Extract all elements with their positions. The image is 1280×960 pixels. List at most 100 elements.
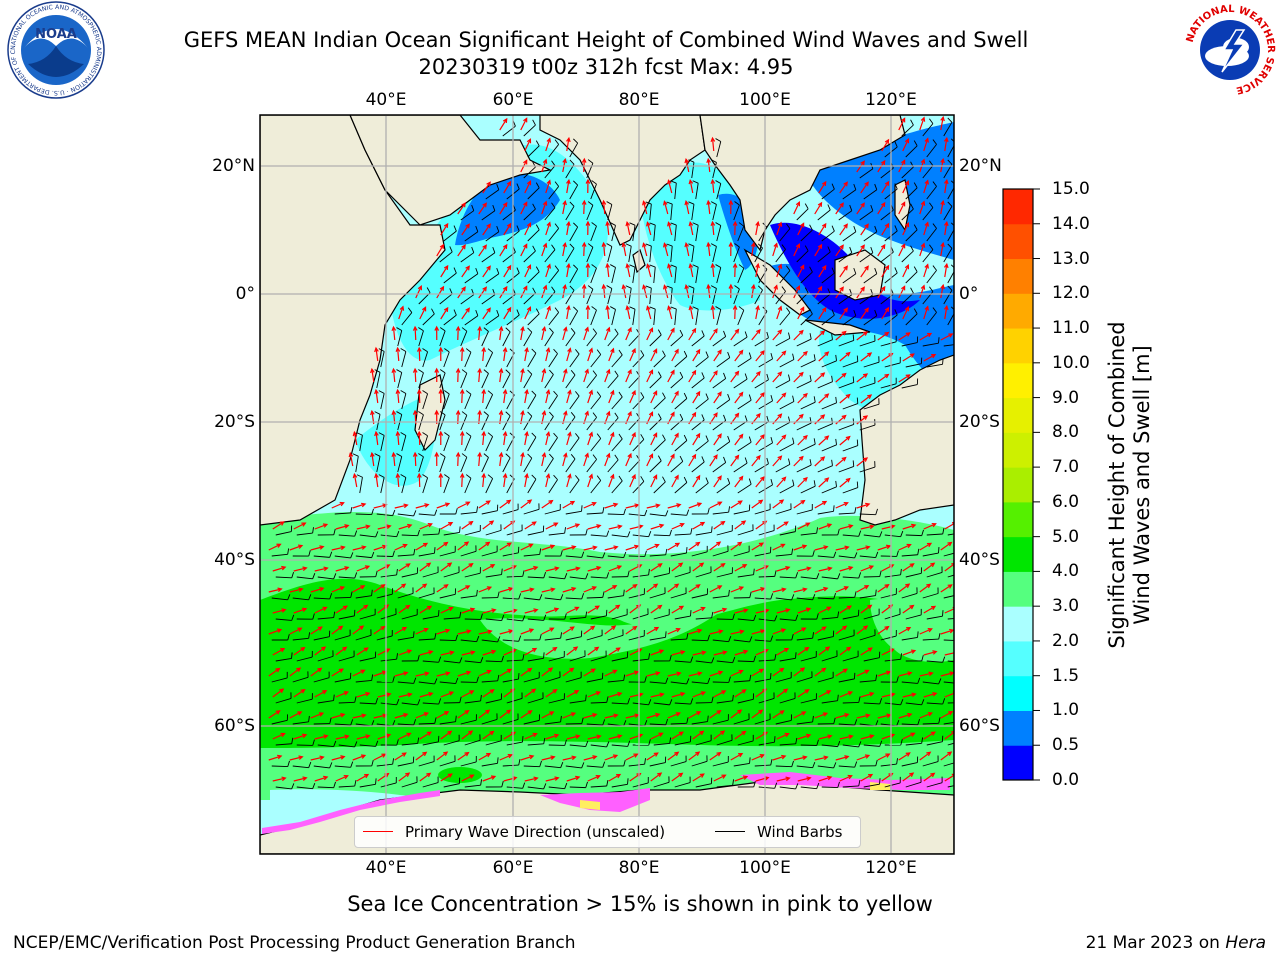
wave-arrow-head xyxy=(468,730,474,736)
wind-barb-flag xyxy=(921,737,924,744)
wave-arrow-head xyxy=(756,370,761,376)
wave-arrow xyxy=(520,588,534,593)
wave-arrow xyxy=(667,672,681,677)
wave-arrow xyxy=(352,669,365,677)
wave-arrow-head xyxy=(508,629,514,634)
wave-arrow-head xyxy=(817,243,823,249)
wave-arrow-head xyxy=(653,583,659,589)
wave-arrow-head xyxy=(370,409,375,416)
wave-arrow-head xyxy=(684,157,690,164)
wind-barb xyxy=(758,530,775,536)
wind-barb-flag xyxy=(831,309,835,316)
wind-barb-flag xyxy=(683,434,688,441)
wind-barb-flag xyxy=(738,264,745,269)
wave-arrow-head xyxy=(943,136,949,143)
wind-barb-flag xyxy=(444,348,450,353)
wave-arrow-head xyxy=(798,329,804,335)
wave-arrow-head xyxy=(423,627,429,633)
wave-arrow xyxy=(940,243,944,257)
wave-arrow xyxy=(545,608,559,614)
wave-arrow xyxy=(520,453,524,467)
wind-barb xyxy=(733,510,750,515)
wave-arrow xyxy=(482,348,485,362)
wave-arrow-head xyxy=(779,499,785,505)
wave-arrow-head xyxy=(948,333,954,338)
wave-arrow xyxy=(482,689,494,698)
wave-arrow-head xyxy=(570,712,577,717)
wind-barb-flag xyxy=(679,329,684,336)
wind-barb xyxy=(271,765,288,768)
wave-arrow xyxy=(776,733,789,740)
wave-arrow-head xyxy=(920,158,926,164)
wind-barb xyxy=(418,638,435,641)
wind-barb xyxy=(670,638,687,641)
wave-arrow-head xyxy=(455,367,461,373)
wave-arrow xyxy=(541,588,555,593)
wind-barb xyxy=(653,781,670,788)
wind-barb xyxy=(502,597,519,600)
wave-arrow-head xyxy=(469,690,475,695)
wave-arrow-head xyxy=(632,625,638,631)
wave-arrow-head xyxy=(717,475,722,481)
wind-barb-flag xyxy=(666,201,673,205)
wind-barb-flag xyxy=(587,201,594,206)
wind-barb xyxy=(527,531,544,536)
wind-barb xyxy=(922,552,939,557)
wave-arrow xyxy=(818,523,832,530)
wave-arrow xyxy=(608,474,615,488)
wave-arrow-head xyxy=(502,117,508,124)
wind-barb xyxy=(485,574,502,578)
wave-arrow xyxy=(545,522,558,530)
wind-barb-flag xyxy=(492,247,496,253)
wave-arrow xyxy=(663,285,669,299)
wind-barb-flag xyxy=(947,159,953,165)
wind-barb xyxy=(401,435,407,452)
wind-barb xyxy=(569,310,579,326)
wind-barb-flag xyxy=(627,531,631,538)
wave-arrow-head xyxy=(657,604,663,610)
wind-barb xyxy=(359,614,376,620)
wave-arrow xyxy=(688,751,700,761)
wind-barb-flag xyxy=(591,264,597,269)
wind-barb xyxy=(817,381,833,389)
wave-arrow-head xyxy=(688,262,694,269)
wave-arrow-head xyxy=(298,755,304,760)
wind-barb xyxy=(817,209,831,221)
wind-barb xyxy=(334,723,351,726)
wave-arrow xyxy=(881,265,890,278)
wave-arrow xyxy=(709,671,723,677)
wave-arrow-head xyxy=(817,201,823,207)
wave-arrow xyxy=(898,627,911,635)
wind-barb-flag xyxy=(670,222,677,226)
wave-arrow xyxy=(818,435,829,446)
wind-barb xyxy=(842,534,859,537)
wind-barb xyxy=(275,618,292,621)
wave-arrow-head xyxy=(867,647,873,652)
wave-arrow-head xyxy=(654,543,660,549)
wave-arrow-head xyxy=(920,242,926,248)
wind-barb-flag xyxy=(581,551,585,558)
wave-arrow-head xyxy=(699,562,705,568)
wind-barb xyxy=(586,247,594,263)
wind-barb-flag xyxy=(422,348,428,353)
wave-arrow xyxy=(541,201,547,215)
wave-arrow xyxy=(335,605,348,614)
wave-arrow-head xyxy=(317,667,323,673)
wave-arrow-head xyxy=(691,453,697,459)
wave-arrow xyxy=(461,473,463,488)
wind-barb-flag xyxy=(809,308,813,315)
wave-arrow-head xyxy=(680,692,686,697)
wind-barb xyxy=(737,226,745,242)
wind-barb xyxy=(670,246,673,263)
wind-barb xyxy=(611,657,628,662)
wind-barb xyxy=(800,698,817,704)
wave-arrow-head xyxy=(760,349,765,355)
legend-item-wind-barbs: Wind Barbs xyxy=(715,823,842,841)
wave-arrow xyxy=(587,348,593,362)
wave-arrow xyxy=(667,628,680,635)
wind-barb xyxy=(485,273,500,284)
wind-barb xyxy=(733,551,750,557)
wind-barb xyxy=(401,534,418,537)
wave-arrow-head xyxy=(842,625,848,631)
wave-arrow xyxy=(646,222,652,236)
